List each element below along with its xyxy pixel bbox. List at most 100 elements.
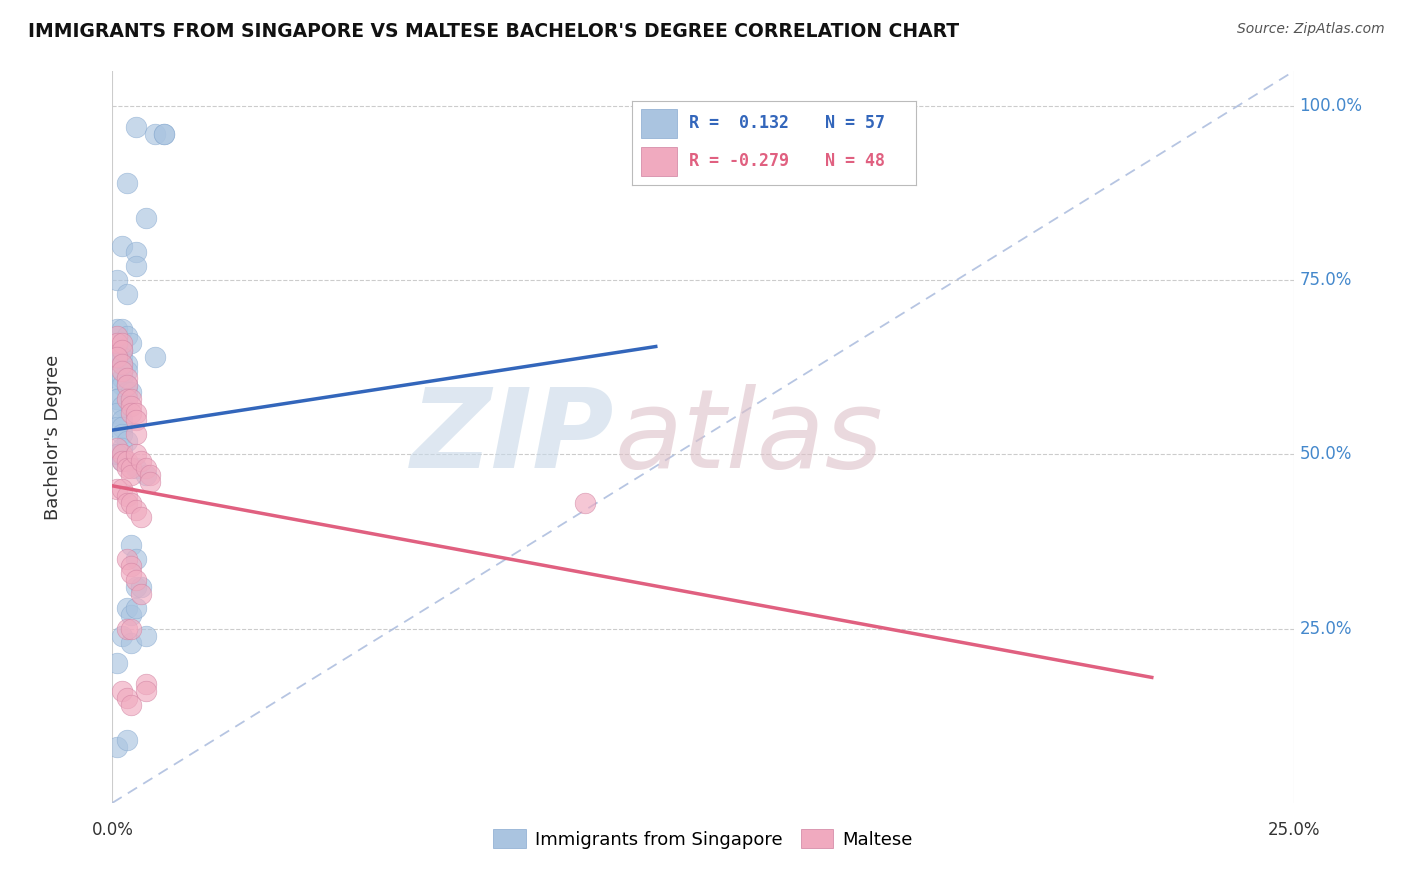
Point [115, 691, 138, 706]
Point [115, 552, 138, 566]
Point [115, 392, 138, 406]
Point [105, 343, 128, 357]
Point [111, 336, 134, 351]
Point [111, 454, 134, 468]
Point [139, 475, 162, 490]
Point [111, 419, 134, 434]
Point [574, 496, 596, 510]
Point [111, 399, 134, 413]
Point [115, 176, 138, 190]
Point [105, 448, 128, 462]
Point [111, 629, 134, 643]
Text: 75.0%: 75.0% [1299, 271, 1351, 289]
Point [115, 384, 138, 399]
Point [105, 392, 128, 406]
Text: 100.0%: 100.0% [1299, 97, 1362, 115]
Text: 50.0%: 50.0% [1299, 445, 1351, 464]
Point [111, 350, 134, 364]
Text: atlas: atlas [614, 384, 883, 491]
Point [115, 287, 138, 301]
Point [111, 441, 134, 455]
Point [111, 322, 134, 336]
Point [125, 260, 148, 274]
Point [120, 392, 142, 406]
Point [115, 733, 138, 747]
Point [111, 483, 134, 497]
Point [111, 412, 134, 426]
Point [129, 587, 152, 601]
Text: N = 57: N = 57 [825, 114, 884, 132]
Point [135, 629, 157, 643]
Point [120, 496, 142, 510]
Point [115, 377, 138, 392]
Point [125, 412, 148, 426]
Point [125, 245, 148, 260]
Point [105, 441, 128, 455]
Point [129, 510, 152, 524]
Point [120, 384, 142, 399]
Point [105, 406, 128, 420]
Point [120, 406, 142, 420]
Point [105, 350, 128, 364]
Point [115, 357, 138, 371]
Point [111, 357, 134, 371]
Point [115, 600, 138, 615]
Legend: Immigrants from Singapore, Maltese: Immigrants from Singapore, Maltese [486, 822, 920, 856]
Text: N = 48: N = 48 [825, 153, 884, 170]
Point [120, 538, 142, 552]
Text: R = -0.279: R = -0.279 [689, 153, 789, 170]
Point [135, 677, 157, 691]
Point [111, 343, 134, 357]
Point [115, 371, 138, 385]
Point [105, 483, 128, 497]
Point [125, 552, 148, 566]
Text: Source: ZipAtlas.com: Source: ZipAtlas.com [1237, 22, 1385, 37]
Point [105, 273, 128, 287]
Point [143, 127, 166, 141]
Point [105, 322, 128, 336]
Text: 0.0%: 0.0% [91, 821, 134, 839]
Point [105, 419, 128, 434]
Point [111, 357, 134, 371]
Point [135, 468, 157, 483]
Point [120, 635, 142, 649]
Point [115, 496, 138, 510]
Text: R =  0.132: R = 0.132 [689, 114, 789, 132]
Text: 25.0%: 25.0% [1299, 620, 1353, 638]
Point [105, 657, 128, 671]
Point [105, 329, 128, 343]
Point [125, 406, 148, 420]
Point [120, 698, 142, 713]
Point [125, 448, 148, 462]
Point [115, 454, 138, 468]
Point [135, 684, 157, 698]
Point [120, 566, 142, 580]
Point [105, 336, 128, 351]
Text: 25.0%: 25.0% [1267, 821, 1320, 839]
Bar [641, 147, 678, 177]
Point [125, 580, 148, 594]
Point [111, 448, 134, 462]
Point [115, 461, 138, 475]
Point [153, 127, 176, 141]
Point [111, 371, 134, 385]
Point [105, 371, 128, 385]
Point [125, 120, 148, 134]
Text: IMMIGRANTS FROM SINGAPORE VS MALTESE BACHELOR'S DEGREE CORRELATION CHART: IMMIGRANTS FROM SINGAPORE VS MALTESE BAC… [28, 22, 959, 41]
Point [105, 740, 128, 755]
Point [135, 211, 157, 225]
Point [120, 336, 142, 351]
Text: ZIP: ZIP [411, 384, 614, 491]
Point [120, 468, 142, 483]
Point [111, 684, 134, 698]
Point [115, 329, 138, 343]
Point [139, 468, 162, 483]
Point [143, 350, 166, 364]
Point [111, 343, 134, 357]
Point [115, 489, 138, 503]
Point [120, 461, 142, 475]
Point [115, 434, 138, 448]
Point [129, 454, 152, 468]
Point [115, 364, 138, 378]
Point [105, 392, 128, 406]
